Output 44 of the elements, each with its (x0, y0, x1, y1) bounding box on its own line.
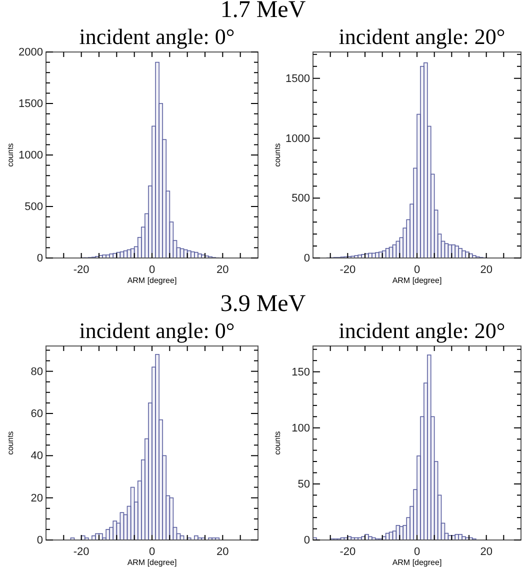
y-tick-label: 0 (304, 252, 310, 265)
y-tick-label: 1000 (286, 132, 310, 145)
x-tick-label: -20 (340, 264, 356, 276)
y-tick-label: 80 (30, 366, 43, 378)
chart-title: incident angle: 20° (338, 318, 506, 343)
x-tick-label: 0 (414, 546, 420, 558)
y-tick-label: 20 (30, 492, 43, 504)
y-tick-label: 2000 (18, 46, 43, 59)
text: 3.9 MeV (220, 291, 306, 317)
y-tick-label: 1000 (18, 150, 43, 162)
x-tick-label: 20 (480, 264, 492, 276)
x-axis-title: ARM [degree] (392, 558, 442, 567)
y-tick-label: 0 (36, 252, 43, 265)
x-tick-label: 0 (148, 264, 156, 276)
y-axis-title: counts (6, 143, 15, 167)
y-tick-label: 150 (292, 366, 310, 378)
x-tick-label: -20 (73, 264, 90, 276)
text: 1.7 MeV (220, 0, 306, 23)
y-tick-label: 0 (36, 534, 43, 547)
x-tick-label: 0 (148, 546, 156, 558)
chart-title: incident angle: 20° (338, 24, 506, 49)
y-tick-label: 100 (292, 422, 310, 434)
y-axis-title: counts (6, 431, 15, 455)
y-tick-label: 500 (292, 192, 310, 205)
y-tick-label: 1500 (18, 98, 43, 110)
x-tick-label: 20 (216, 264, 229, 276)
x-tick-label: 20 (480, 546, 492, 558)
x-tick-label: -20 (73, 546, 90, 558)
x-axis-title: ARM [degree] (127, 558, 177, 567)
x-axis-title: ARM [degree] (127, 276, 177, 285)
y-tick-label: 500 (24, 201, 43, 214)
y-tick-label: 60 (30, 408, 43, 420)
x-tick-label: -20 (340, 546, 356, 558)
chart-title: incident angle: 0° (79, 24, 235, 49)
y-tick-label: 0 (304, 534, 310, 547)
y-tick-label: 40 (30, 450, 43, 462)
y-axis-title: counts (273, 143, 282, 167)
chart-title: incident angle: 0° (79, 318, 235, 343)
y-axis-title: counts (273, 431, 282, 455)
x-tick-label: 20 (216, 546, 229, 558)
y-tick-label: 1500 (286, 72, 310, 85)
x-axis-title: ARM [degree] (392, 276, 442, 285)
x-tick-label: 0 (414, 264, 420, 276)
y-tick-label: 50 (298, 478, 310, 490)
